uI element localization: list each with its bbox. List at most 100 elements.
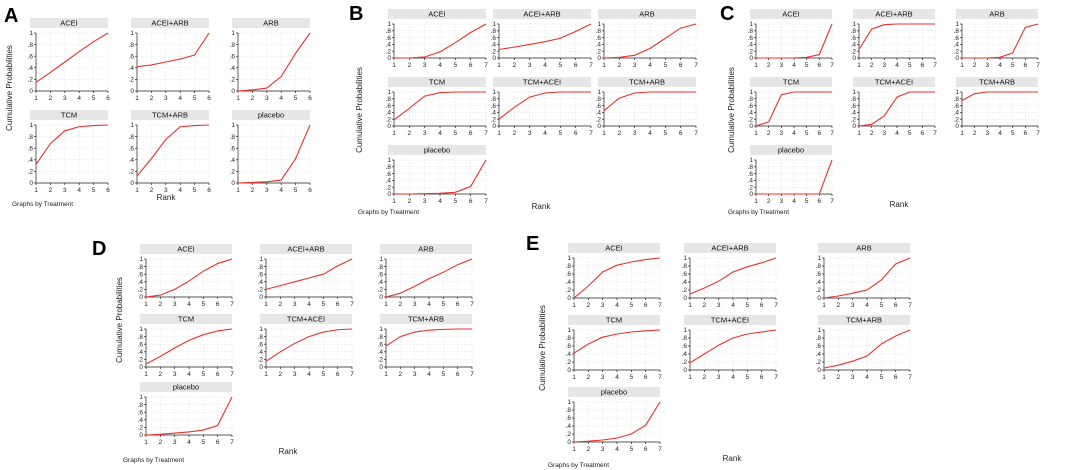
x-tick-label: 1 xyxy=(34,95,38,102)
y-tick-label: .4 xyxy=(566,423,572,430)
x-tick-label: 7 xyxy=(830,198,834,205)
y-tick-label: .2 xyxy=(491,116,497,123)
y-tick-label: 1 xyxy=(567,327,571,334)
series-line xyxy=(265,328,353,362)
series-line xyxy=(385,258,473,298)
y-tick-label: .2 xyxy=(258,357,264,364)
y-tick-label: 1 xyxy=(379,326,383,333)
subplot-title-strip xyxy=(750,145,832,155)
y-tick-label: 0 xyxy=(492,55,496,62)
x-tick-label: 6 xyxy=(469,198,473,205)
panel-e: E Cumulative Probabilities Rank Graphs by T… xyxy=(526,233,912,469)
x-tick-label: 6 xyxy=(574,130,578,137)
y-tick-label: .8 xyxy=(816,263,822,270)
x-tick-label: 6 xyxy=(1024,130,1028,137)
y-tick-label: .4 xyxy=(138,417,144,424)
x-tick-label: 3 xyxy=(851,374,855,381)
subplot-title-strip xyxy=(493,77,591,87)
subplot-title: ARB xyxy=(856,244,871,253)
y-tick-label: 1 xyxy=(683,327,687,334)
y-tick-label: .4 xyxy=(386,42,392,49)
y-tick-label: .2 xyxy=(816,287,822,294)
y-tick-label: .2 xyxy=(566,287,572,294)
x-tick-label: 5 xyxy=(1011,130,1015,137)
x-tick-label: 5 xyxy=(664,62,668,69)
x-tick-label: 4 xyxy=(615,302,619,309)
y-tick-label: .8 xyxy=(28,42,34,49)
y-tick-label: 1 xyxy=(387,89,391,96)
x-tick-label: 3 xyxy=(601,302,605,309)
y-tick-label: 0 xyxy=(852,55,856,62)
x-tick-label: 2 xyxy=(870,62,874,69)
y-tick-label: .6 xyxy=(386,103,392,110)
x-tick-label: 6 xyxy=(456,301,460,308)
y-tick-label: .4 xyxy=(378,279,384,286)
y-tick-label: .2 xyxy=(230,77,236,84)
y-tick-label: .4 xyxy=(596,110,602,117)
x-tick-label: 7 xyxy=(908,374,912,381)
series-line xyxy=(35,124,109,165)
subplot-title-strip xyxy=(684,243,776,253)
x-tick-label: 4 xyxy=(178,187,182,194)
x-tick-label: 1 xyxy=(384,371,388,378)
y-tick-label: 0 xyxy=(387,191,391,198)
x-tick-label: 6 xyxy=(894,302,898,309)
y-axis-label: Cumulative Probabilities xyxy=(5,45,14,131)
x-tick-label: 5 xyxy=(202,371,206,378)
series-line xyxy=(394,23,487,59)
x-tick-label: 4 xyxy=(187,301,191,308)
y-tick-label: 1 xyxy=(492,89,496,96)
x-tick-label: 5 xyxy=(559,62,563,69)
y-tick-label: 0 xyxy=(852,123,856,130)
y-tick-label: .2 xyxy=(138,287,144,294)
y-tick-label: 1 xyxy=(817,327,821,334)
series-line xyxy=(498,23,592,51)
x-tick-label: 7 xyxy=(933,130,937,137)
x-tick-label: 3 xyxy=(173,371,177,378)
subplot-title: TCM+ACEI xyxy=(523,78,561,87)
series-line xyxy=(265,258,353,290)
x-tick-label: 4 xyxy=(615,446,619,453)
y-tick-label: 1 xyxy=(29,122,33,129)
y-tick-label: .8 xyxy=(566,263,572,270)
y-tick-label: .2 xyxy=(682,359,688,366)
y-tick-label: 1 xyxy=(139,326,143,333)
y-tick-label: .8 xyxy=(386,96,392,103)
y-tick-label: 0 xyxy=(29,88,33,95)
x-tick-label: 1 xyxy=(754,198,758,205)
y-tick-label: .4 xyxy=(954,42,960,49)
subplot-title-strip xyxy=(818,315,910,325)
x-tick-label: 3 xyxy=(883,130,887,137)
y-tick-label: .8 xyxy=(748,28,754,35)
x-tick-label: 6 xyxy=(456,371,460,378)
y-tick-label: .8 xyxy=(491,96,497,103)
graphs-by-note: Graphs by Treatment xyxy=(728,209,789,216)
subplot-acei: ACEI 0 .2 .4 .6 .8 1 1 2 3 4 5 6 xyxy=(28,18,110,102)
panel-letter: A xyxy=(4,5,18,27)
x-tick-label: 7 xyxy=(484,62,488,69)
x-tick-label: 5 xyxy=(630,302,634,309)
y-tick-label: .2 xyxy=(682,287,688,294)
y-tick-label: 1 xyxy=(259,256,263,263)
y-tick-label: .6 xyxy=(682,271,688,278)
subplot-title-strip xyxy=(232,110,310,120)
series-line xyxy=(603,23,697,59)
y-tick-label: .6 xyxy=(566,343,572,350)
x-tick-label: 4 xyxy=(438,130,442,137)
x-tick-label: 6 xyxy=(818,62,822,69)
x-axis-label: Rank xyxy=(890,200,910,209)
x-tick-label: 4 xyxy=(998,130,1002,137)
series-line xyxy=(35,32,109,83)
y-tick-label: .6 xyxy=(129,145,135,152)
x-tick-label: 2 xyxy=(513,62,517,69)
y-tick-label: .8 xyxy=(682,263,688,270)
x-tick-label: 7 xyxy=(350,371,354,378)
x-tick-label: 1 xyxy=(144,301,148,308)
x-tick-label: 3 xyxy=(986,62,990,69)
y-tick-label: .4 xyxy=(566,279,572,286)
